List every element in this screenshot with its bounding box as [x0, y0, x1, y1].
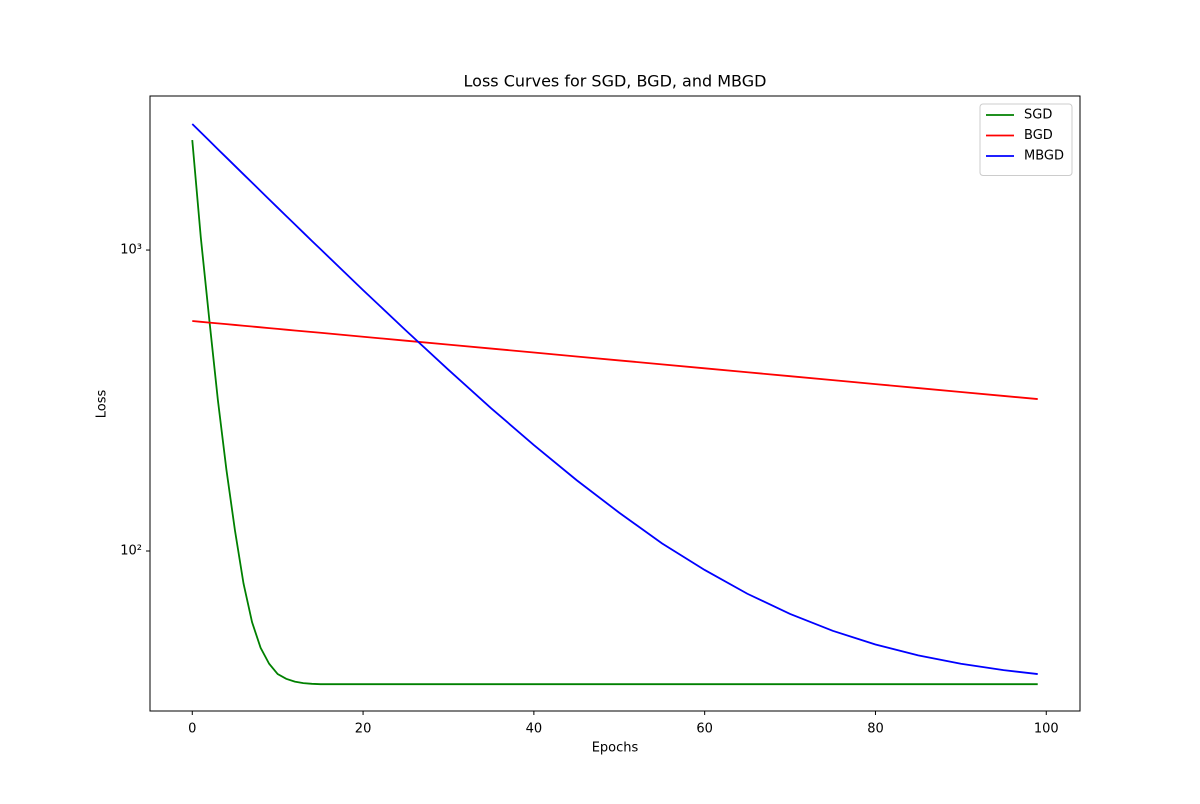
line-series [191, 123, 1038, 675]
x-axis-label: Epochs [592, 741, 639, 756]
x-tick-label: 60 [696, 722, 713, 737]
legend-label: SGD [1024, 108, 1052, 123]
plot-frame [149, 95, 1081, 712]
x-tick-label: 100 [1034, 722, 1059, 737]
y-axis-label: Loss [95, 390, 110, 419]
x-tick-label: 80 [867, 722, 884, 737]
y-tick-label: 10² [120, 543, 142, 558]
legend: SGD BGD MBGD [979, 103, 1073, 176]
legend-box [979, 103, 1073, 176]
line-series [191, 139, 1038, 686]
legend-label: MBGD [1024, 149, 1064, 164]
y-tick-label: 10³ [120, 243, 142, 258]
x-tick-label: 20 [355, 722, 372, 737]
legend-label: BGD [1024, 128, 1053, 143]
x-tick-label: 40 [526, 722, 543, 737]
x-tick-label: 0 [188, 722, 196, 737]
chart-title: Loss Curves for SGD, BGD, and MBGD [464, 72, 767, 91]
line-series [192, 320, 1038, 400]
